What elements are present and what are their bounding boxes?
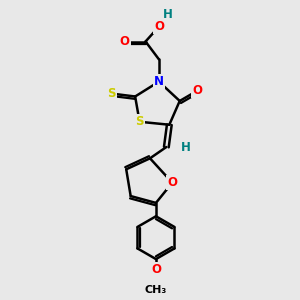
Text: O: O — [193, 84, 202, 97]
Text: O: O — [154, 20, 164, 33]
Text: O: O — [120, 35, 130, 48]
Text: S: S — [135, 115, 144, 128]
Text: O: O — [151, 263, 161, 276]
Text: H: H — [181, 140, 190, 154]
Text: S: S — [107, 87, 116, 100]
Text: CH₃: CH₃ — [145, 285, 167, 295]
Text: H: H — [163, 8, 173, 21]
Text: N: N — [154, 75, 164, 88]
Text: O: O — [167, 176, 177, 189]
